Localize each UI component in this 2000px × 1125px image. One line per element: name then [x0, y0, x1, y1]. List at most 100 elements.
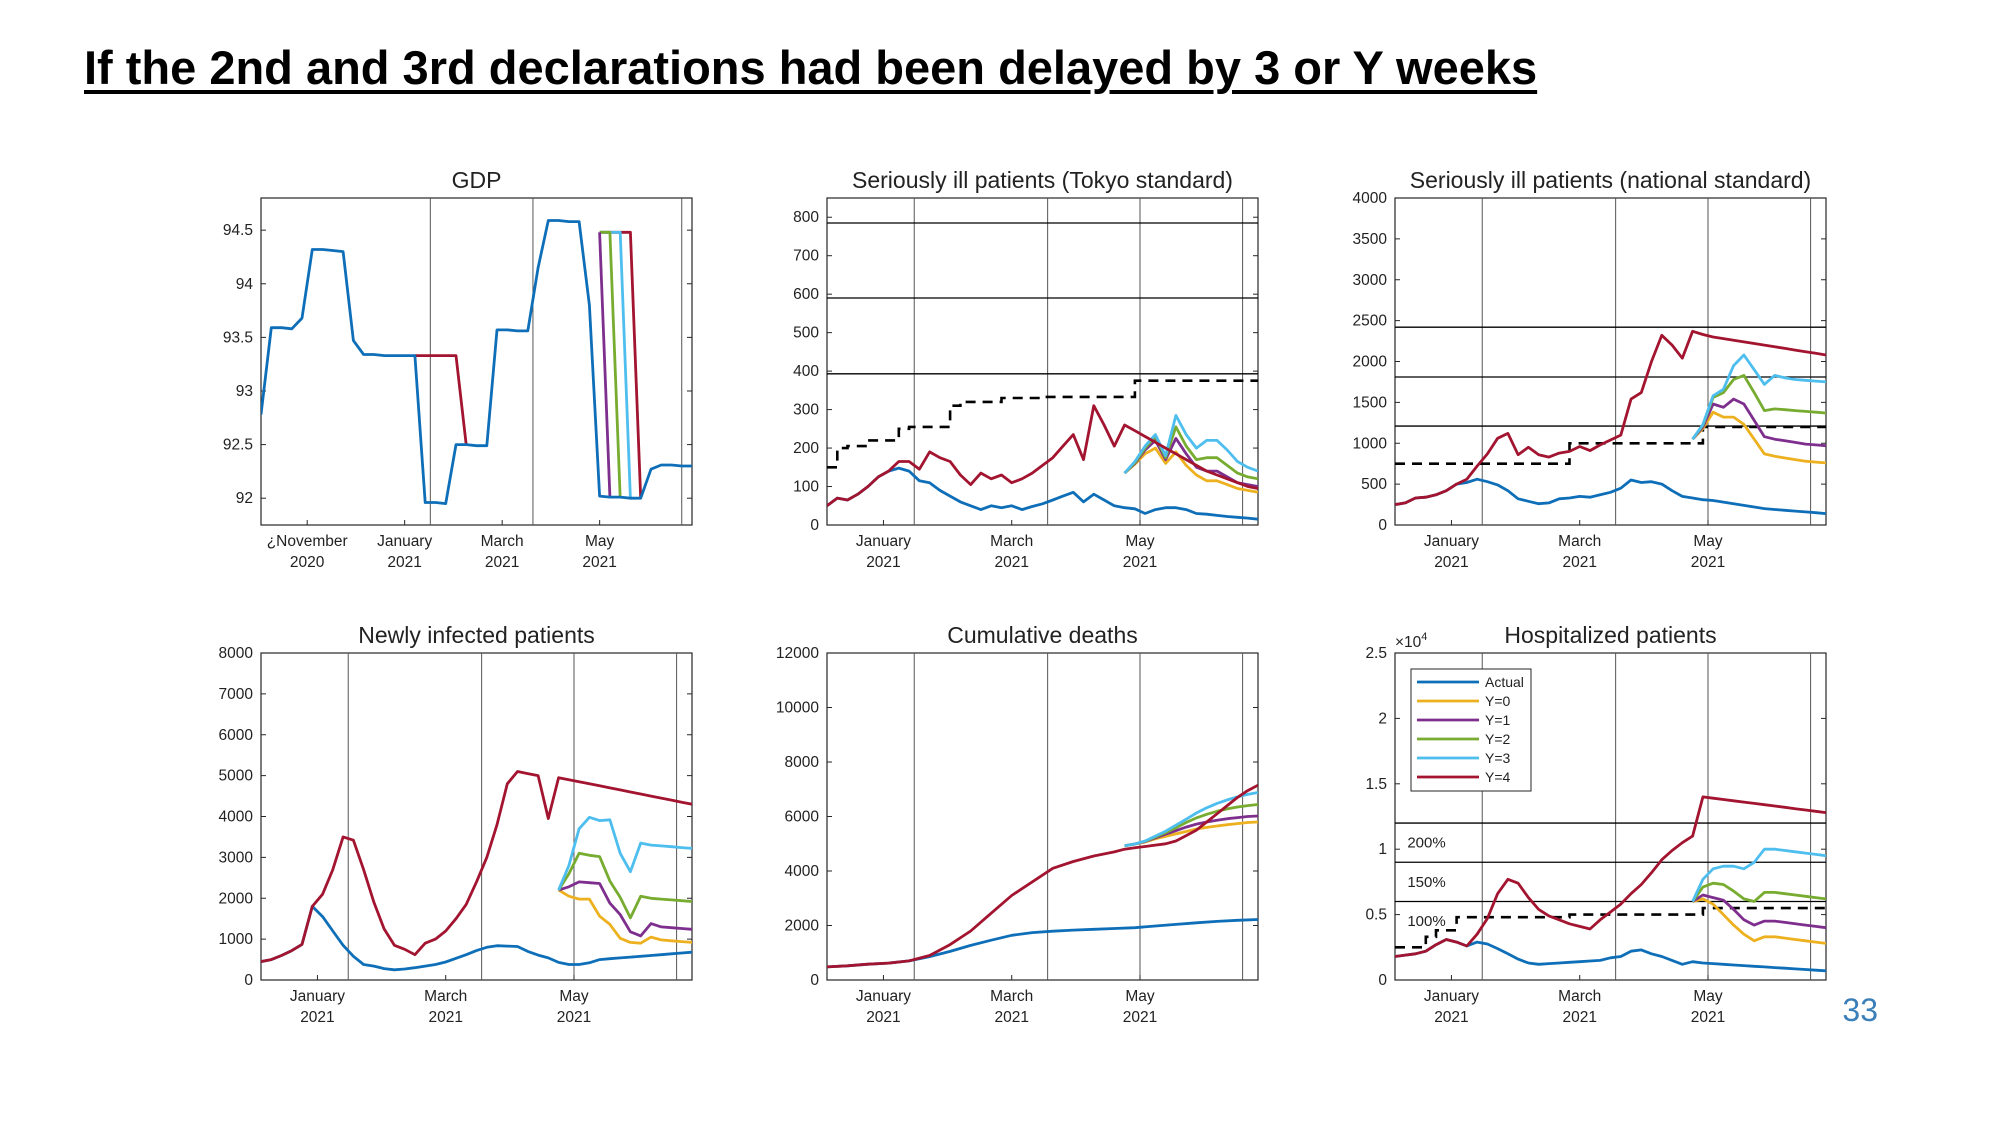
y-tick-label: 94 [236, 276, 254, 293]
y-tick-label: 800 [793, 209, 819, 226]
series-group [261, 219, 692, 506]
y-tick-label: 12000 [776, 645, 819, 662]
x-tick-label: May [585, 533, 615, 550]
x-tick-label: January [856, 988, 911, 1005]
y-exponent-label: ×104 [1395, 631, 1427, 651]
chart-title: Newly infected patients [358, 622, 595, 648]
series-line-y1 [598, 232, 612, 498]
series-line-y3 [1691, 353, 1826, 440]
plot-frame [1394, 652, 1827, 981]
y-tick-label: 4000 [219, 809, 254, 826]
series-line-y2 [1691, 881, 1826, 903]
threshold-annotation: 100% [1407, 913, 1445, 930]
x-tick-label: January [1424, 533, 1479, 550]
page-number: 33 [1842, 992, 1878, 1028]
y-exponent: 4 [1421, 631, 1427, 643]
y-tick-label: 7000 [219, 686, 254, 703]
y-tick-label: 200 [793, 440, 819, 457]
y-tick-label: 2000 [785, 918, 820, 935]
chart-panel: Seriously ill patients (Tokyo standard) 0… [793, 167, 1259, 571]
y-tick-label: 600 [793, 286, 819, 303]
y-tick-label: 0.5 [1365, 907, 1387, 924]
series-line-actual [827, 466, 1258, 521]
x-tick-label: January [290, 988, 345, 1005]
threshold-annotation: 150% [1407, 874, 1445, 891]
series-group [827, 783, 1258, 969]
y-tick-label: 1000 [1353, 435, 1388, 452]
x-tick-label: March [990, 988, 1033, 1005]
y-tick-label: 1.5 [1365, 776, 1387, 793]
legend-label: Y=4 [1485, 769, 1511, 785]
x-tick-label: January [1424, 988, 1479, 1005]
series-line-y4 [827, 783, 1258, 969]
y-tick-label: 1000 [219, 931, 254, 948]
x-tick-label: 2021 [387, 554, 421, 571]
series-line-actual [1395, 477, 1826, 515]
plot-frame [1394, 197, 1827, 526]
series-group [1395, 795, 1826, 973]
x-tick-label: 2021 [485, 554, 519, 571]
legend-label: Y=3 [1485, 750, 1511, 766]
x-tick-label: 2021 [582, 554, 616, 571]
y-tick-label: 0 [1378, 517, 1387, 534]
series-line-y0 [557, 888, 692, 945]
slide-title: If the 2nd and 3rd declarations had been… [84, 41, 1538, 94]
y-tick-label: 2000 [219, 890, 254, 907]
chart-title: Seriously ill patients (national standar… [1410, 167, 1811, 193]
y-tick-label: 93.5 [223, 329, 253, 346]
x-tick-label: 2021 [994, 554, 1028, 571]
series-line-y4 [1395, 795, 1826, 958]
y-tick-label: 500 [1361, 476, 1387, 493]
series-group [827, 379, 1258, 521]
series-group [261, 770, 692, 972]
chart-panel: GDP 92 92.5 93 93.5 94 94.5 ¿November 2020 Januar… [223, 167, 693, 571]
x-tick-label: March [481, 533, 524, 550]
x-tick-label: 2021 [1691, 1009, 1725, 1026]
y-tick-label: 500 [793, 325, 819, 342]
x-tick-label: 2021 [1691, 554, 1725, 571]
legend-box [1410, 668, 1532, 792]
plot-frame [826, 197, 1259, 526]
x-tick-label: 2021 [557, 1009, 591, 1026]
series-line-actual [261, 905, 692, 972]
chart-panel: Hospitalized patients 0 0.5 1 1.5 2 2.5 ×104 Jan… [1365, 622, 1827, 1026]
y-tick-label: 92.5 [223, 437, 253, 454]
plot-frame [260, 652, 693, 981]
x-tick-label: 2020 [290, 554, 325, 571]
series-line-y0 [1691, 410, 1826, 465]
x-tick-label: 2021 [866, 1009, 900, 1026]
series-line-y1 [558, 880, 692, 938]
x-tick-label: May [1693, 988, 1723, 1005]
bed-capacity-step-line [827, 379, 1258, 469]
x-tick-label: January [856, 533, 911, 550]
series-line-y4 [1395, 329, 1826, 506]
series-line-y1 [1691, 397, 1826, 448]
x-tick-label: 2021 [866, 554, 900, 571]
y-tick-label: 4000 [785, 863, 820, 880]
chart-panel: Newly infected patients 0 1000 2000 3000 4000… [219, 622, 693, 1026]
y-tick-label: 6000 [785, 809, 820, 826]
series-line-actual [827, 918, 1258, 969]
legend-label: Y=1 [1485, 712, 1511, 728]
y-tick-label: 5000 [219, 768, 254, 785]
series-line-y3 [1691, 847, 1826, 903]
chart-title: Seriously ill patients (Tokyo standard) [852, 167, 1233, 193]
chart-title: Hospitalized patients [1504, 622, 1716, 648]
x-tick-label: January [377, 533, 432, 550]
y-tick-label: 2500 [1353, 313, 1388, 330]
series-line-y4 [827, 404, 1258, 507]
series-line-y2 [557, 851, 692, 920]
y-tick-label: 100 [793, 479, 819, 496]
y-tick-label: 6000 [219, 727, 254, 744]
y-tick-label: 2.5 [1365, 645, 1387, 662]
y-tick-label: 3000 [1353, 272, 1388, 289]
x-tick-label: May [1125, 533, 1155, 550]
chart-title: Cumulative deaths [947, 622, 1138, 648]
x-tick-label: May [1125, 988, 1155, 1005]
x-tick-label: May [1693, 533, 1723, 550]
y-tick-label: 1500 [1353, 394, 1388, 411]
series-line-y0 [1692, 897, 1826, 945]
y-tick-label: 0 [1378, 972, 1387, 989]
y-tick-label: 700 [793, 248, 819, 265]
